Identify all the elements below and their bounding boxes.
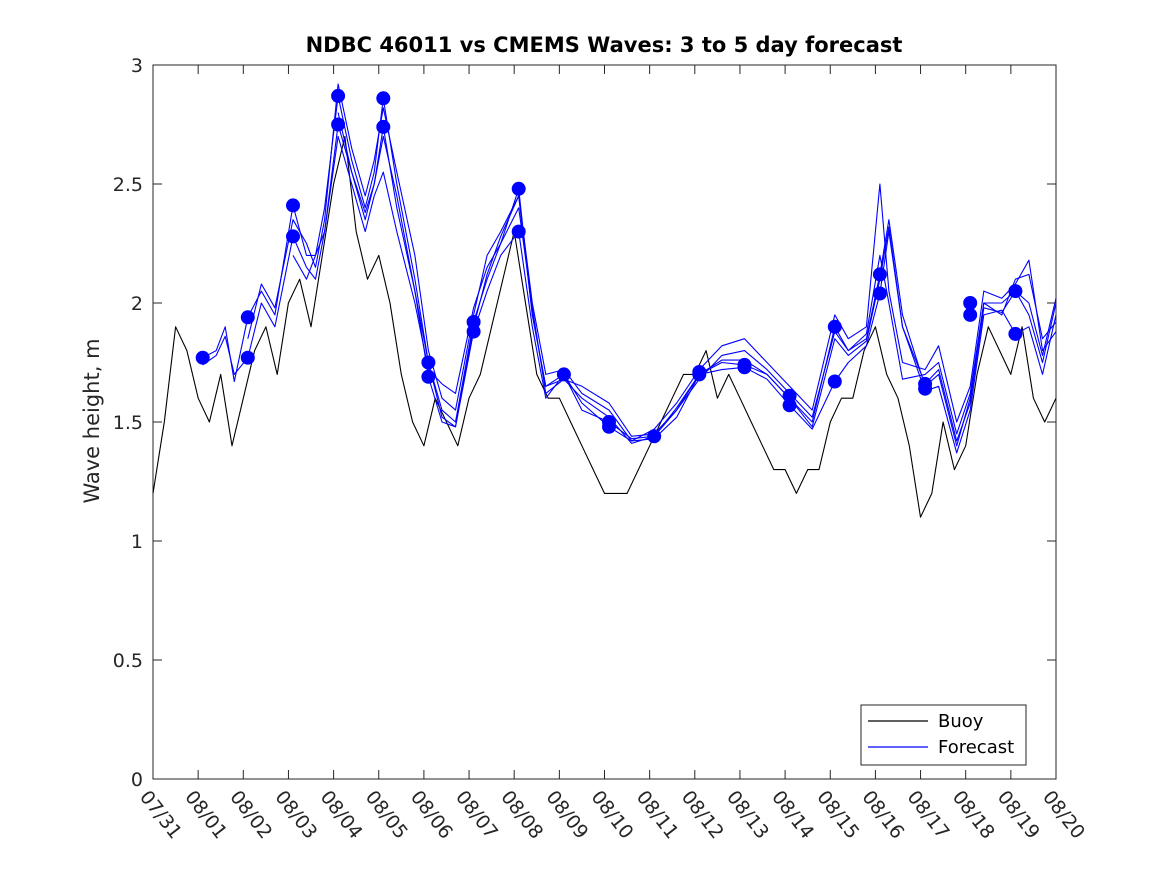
forecast-marker-33: [1008, 284, 1023, 299]
forecast-series-line-3: [247, 83, 1057, 442]
x-tick-label: 08/05: [361, 787, 412, 844]
forecast-marker-5: [331, 88, 346, 103]
forecast-marker-27: [872, 267, 887, 282]
x-tick-label: 08/19: [993, 787, 1044, 844]
forecast-marker-3: [286, 198, 300, 213]
forecast-marker-20: [692, 367, 707, 382]
forecast-marker-7: [376, 91, 391, 106]
forecast-marker-12: [466, 324, 481, 339]
marker-layer: [195, 88, 1023, 444]
y-tick-label: 1: [131, 531, 143, 553]
forecast-marker-6: [331, 117, 346, 132]
forecast-marker-9: [421, 355, 436, 370]
forecast-series-line-4: [292, 135, 1057, 437]
x-tick-label: 07/31: [135, 787, 186, 844]
forecast-marker-1: [240, 310, 255, 325]
forecast-marker-22: [737, 360, 752, 375]
forecast-marker-4: [286, 229, 300, 244]
forecast-marker-17: [602, 419, 616, 434]
x-tick-label: 08/02: [225, 787, 276, 844]
forecast-marker-0: [195, 350, 210, 365]
forecast-marker-31: [963, 296, 978, 310]
x-tick-label: 08/16: [857, 787, 908, 844]
forecast-marker-28: [872, 286, 887, 301]
y-tick-label: 2: [131, 293, 143, 315]
forecast-marker-8: [376, 119, 391, 134]
x-tick-label: 08/11: [632, 787, 683, 844]
buoy-series-line: [152, 135, 1057, 518]
forecast-marker-25: [827, 319, 842, 334]
y-tick-label: 3: [131, 55, 143, 77]
x-tick-label: 08/15: [812, 787, 863, 844]
legend-buoy-label: Buoy: [938, 711, 984, 732]
x-tick-label: 08/06: [406, 787, 457, 844]
y-axis-label: Wave height, m: [80, 338, 104, 503]
x-tick-label: 08/13: [722, 787, 773, 844]
x-tick-label: 08/07: [451, 787, 502, 844]
forecast-marker-26: [827, 374, 842, 389]
x-tick-label: 08/20: [1038, 787, 1089, 844]
x-tick-label: 08/17: [903, 787, 954, 844]
legend-forecast-label: Forecast: [938, 737, 1014, 758]
x-tick-label: 08/14: [767, 787, 818, 844]
forecast-marker-30: [918, 381, 933, 396]
forecast-marker-24: [782, 398, 797, 413]
x-tick-label: 08/01: [180, 787, 231, 844]
x-tick-label: 08/03: [270, 787, 321, 844]
forecast-marker-34: [1008, 326, 1023, 341]
y-tick-label: 0.5: [113, 650, 143, 672]
x-tick-label: 08/08: [496, 787, 547, 844]
legend: Buoy Forecast: [860, 704, 1027, 766]
x-tick-label: 08/04: [316, 787, 367, 844]
x-tick-label: 08/10: [587, 787, 638, 844]
x-tick-label: 08/18: [948, 787, 999, 844]
chart-title: NDBC 46011 vs CMEMS Waves: 3 to 5 day fo…: [306, 33, 903, 57]
forecast-marker-15: [556, 367, 571, 382]
forecast-marker-32: [963, 307, 978, 322]
forecast-marker-2: [240, 350, 255, 365]
y-tick-label: 0: [131, 769, 143, 791]
y-tick-label: 2.5: [113, 174, 143, 196]
forecast-marker-18: [647, 429, 662, 444]
legend-box: [860, 704, 1027, 766]
y-tick-label: 1.5: [113, 412, 143, 434]
x-tick-label: 08/12: [677, 787, 728, 844]
forecast-marker-10: [421, 369, 436, 384]
forecast-marker-14: [511, 224, 526, 239]
x-tick-label: 08/09: [541, 787, 592, 844]
forecast-marker-13: [511, 181, 526, 196]
